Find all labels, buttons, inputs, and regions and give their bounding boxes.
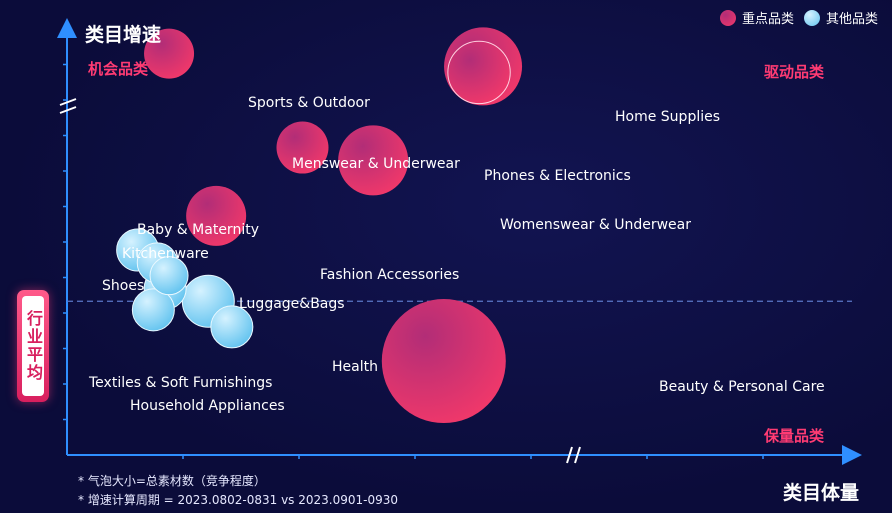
bubble-fashion-accessories xyxy=(186,185,247,246)
industry-average-badge: 行业平均 xyxy=(17,290,49,402)
industry-average-label: 行业平均 xyxy=(22,296,44,396)
note-bubble-size: * 气泡大小=总素材数（竞争程度） xyxy=(78,474,266,488)
quadrant-label-volume: 保量品类 xyxy=(764,427,825,445)
label-menswear-underwear: Menswear & Underwear xyxy=(292,156,460,172)
bubble-textiles-soft-furnishings xyxy=(131,288,175,332)
legend-dot-other xyxy=(803,9,820,26)
label-phones-electronics: Phones & Electronics xyxy=(484,168,631,184)
bubble-labels-layer: Sports & Outdoor Home Supplies Menswear & … xyxy=(88,95,825,414)
x-axis-title: 类目体量 xyxy=(783,482,860,504)
legend-item-key: 重点品类 xyxy=(719,8,794,27)
legend-item-other: 其他品类 xyxy=(803,8,878,27)
note-growth-period: * 增速计算周期 = 2023.0802-0831 vs 2023.0901-0… xyxy=(78,493,399,507)
bubble-health xyxy=(210,305,254,349)
legend-label-other: 其他品类 xyxy=(825,12,878,27)
bubbles-layer xyxy=(116,27,523,424)
bubble-beauty-personal-care xyxy=(381,299,506,424)
x-axis-ticks xyxy=(182,455,764,459)
label-luggage-bags: Luggage&Bags xyxy=(239,296,345,312)
label-kitchenware: Kitchenware xyxy=(122,246,209,262)
chart-notes: * 气泡大小=总素材数（竞争程度） * 增速计算周期 = 2023.0802-0… xyxy=(78,472,398,510)
bubble-inner-ring xyxy=(447,40,511,105)
label-baby-maternity: Baby & Maternity xyxy=(137,222,259,238)
bubble-womenswear-underwear xyxy=(338,125,409,196)
y-axis-ticks xyxy=(63,63,67,421)
label-womenswear-underwear: Womenswear & Underwear xyxy=(500,217,691,233)
label-shoes: Shoes xyxy=(102,278,144,294)
label-health: Health xyxy=(332,359,378,375)
bubble-menswear-underwear xyxy=(276,121,329,174)
y-axis-title: 类目增速 xyxy=(85,24,162,46)
bubble-sports-outdoor xyxy=(144,28,195,79)
label-household-appliances: Household Appliances xyxy=(130,398,285,414)
label-sports-outdoor: Sports & Outdoor xyxy=(248,95,370,111)
y-axis-break xyxy=(59,98,77,114)
legend-label-key: 重点品类 xyxy=(741,12,794,27)
label-fashion-accessories: Fashion Accessories xyxy=(320,267,459,283)
legend-dot-key xyxy=(719,9,736,26)
legend: 重点品类 其他品类 xyxy=(719,8,878,27)
label-textiles-soft-furnishings: Textiles & Soft Furnishings xyxy=(88,375,272,391)
label-home-supplies: Home Supplies xyxy=(615,109,720,125)
label-beauty-personal-care: Beauty & Personal Care xyxy=(659,379,825,395)
x-axis-break xyxy=(566,446,581,464)
quadrant-label-opportunity: 机会品类 xyxy=(88,60,149,78)
bubble-kitchenware xyxy=(149,256,189,296)
quadrant-label-driver: 驱动品类 xyxy=(764,63,825,81)
